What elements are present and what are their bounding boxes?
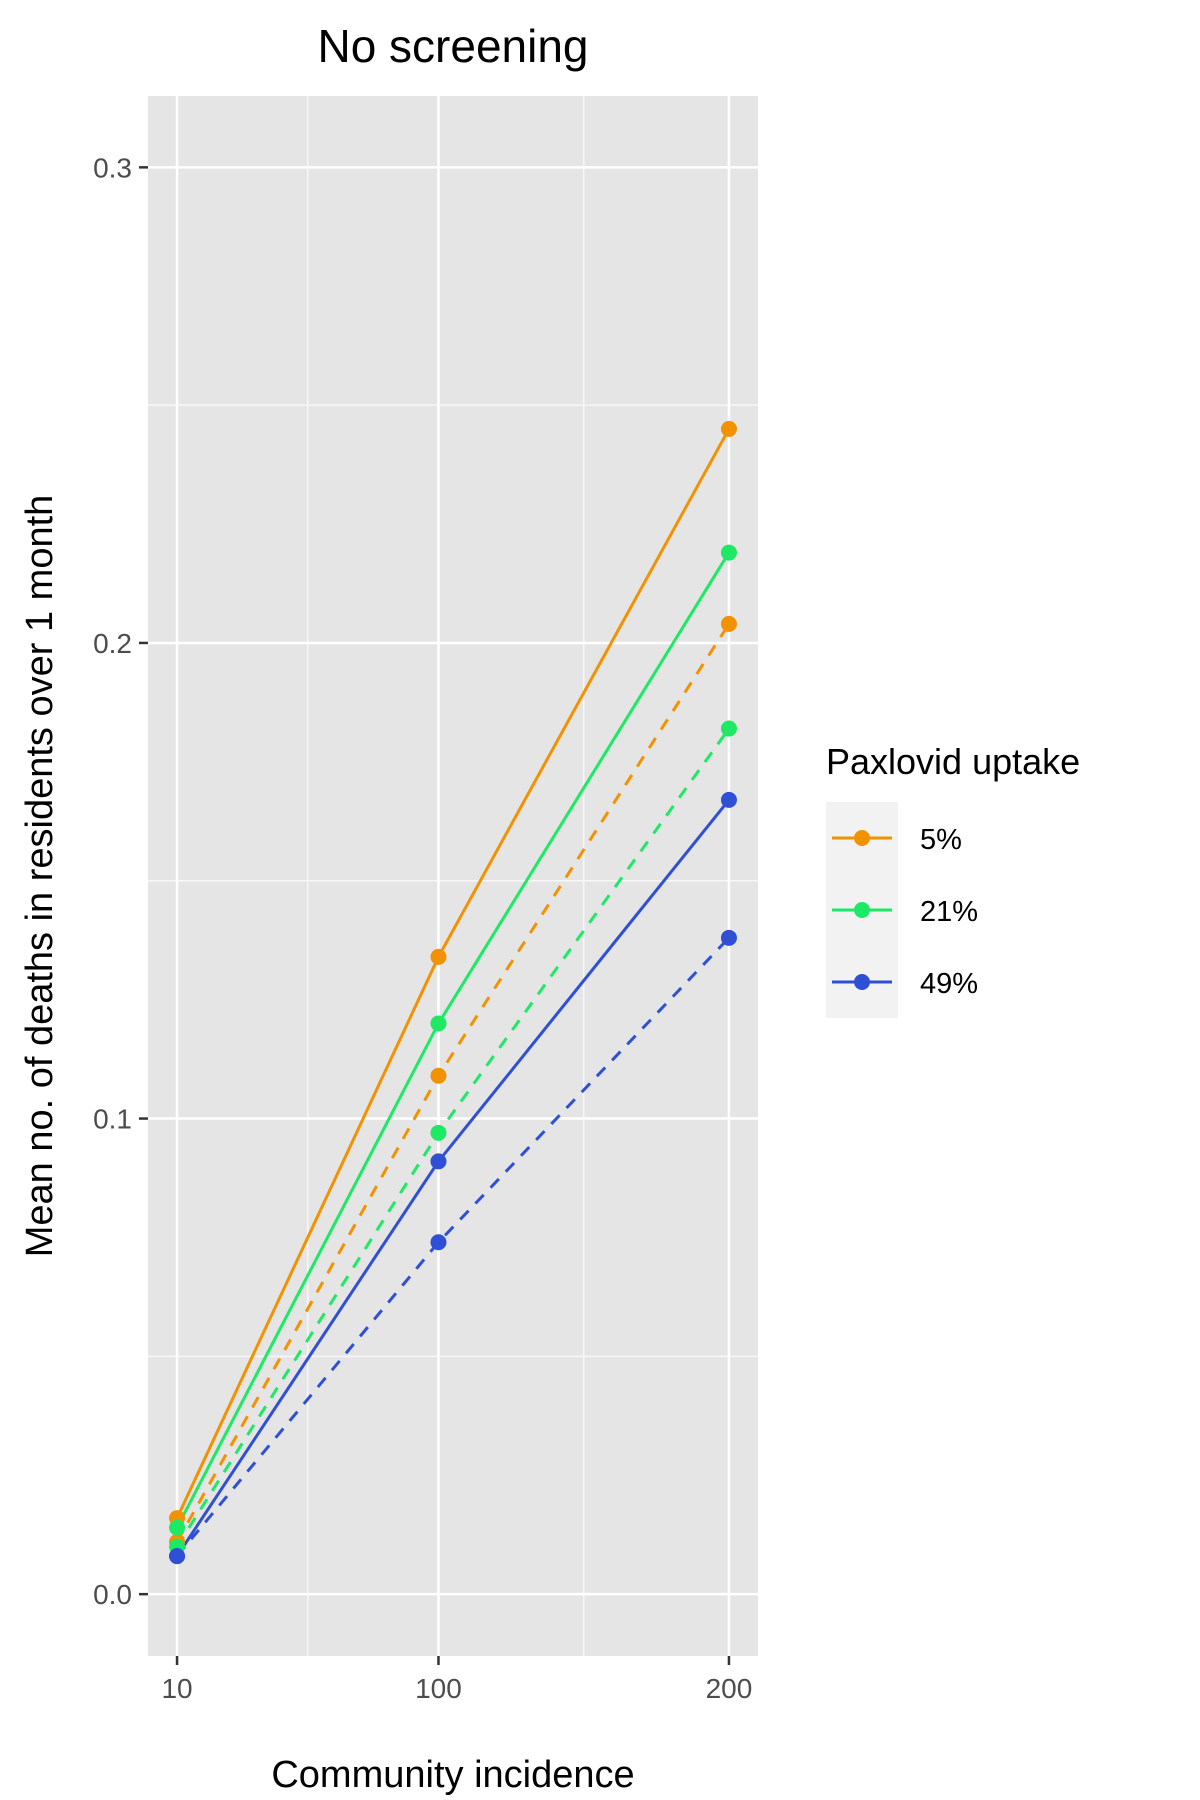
data-point <box>169 1519 186 1536</box>
data-point <box>430 948 447 965</box>
data-point <box>720 544 737 561</box>
legend-label: 21% <box>920 896 978 928</box>
legend-key-point <box>854 902 870 918</box>
legend-title: Paxlovid uptake <box>826 741 1080 782</box>
legend-label: 5% <box>920 824 962 856</box>
plot-panel <box>148 96 758 1656</box>
series-line-dashed <box>175 936 731 1558</box>
x-axis-title: Community incidence <box>271 1754 634 1796</box>
series-layer <box>169 420 737 1565</box>
y-axis-title: Mean no. of deaths in residents over 1 m… <box>19 495 61 1258</box>
data-point <box>720 615 737 632</box>
legend-entries: 5% 21% 49% <box>832 824 978 1000</box>
y-tick-label: 0.0 <box>93 1579 132 1610</box>
minor-gridlines <box>148 96 758 1656</box>
y-tick-label: 0.2 <box>93 628 132 659</box>
data-point <box>430 1015 447 1032</box>
data-point <box>430 1124 447 1141</box>
legend: Paxlovid uptake 5% 21% 49% <box>826 741 1080 1018</box>
x-tick-label: 10 <box>161 1673 192 1704</box>
data-point <box>430 1067 447 1084</box>
legend-key-point <box>854 830 870 846</box>
data-point <box>430 1234 447 1251</box>
chart-title: No screening <box>317 20 588 72</box>
legend-key-point <box>854 974 870 990</box>
x-tick-label: 100 <box>415 1673 462 1704</box>
y-tick-label: 0.3 <box>93 152 132 183</box>
axes: 0.0 0.1 0.2 0.3 10 100 200 <box>93 152 752 1704</box>
legend-label: 49% <box>920 968 978 1000</box>
data-point <box>720 420 737 437</box>
data-point <box>720 929 737 946</box>
y-tick-label: 0.1 <box>93 1104 132 1135</box>
data-point <box>430 1153 447 1170</box>
data-point <box>720 720 737 737</box>
major-gridlines <box>148 96 758 1656</box>
data-point <box>169 1548 186 1565</box>
x-tick-label: 200 <box>706 1673 753 1704</box>
data-point <box>720 791 737 808</box>
